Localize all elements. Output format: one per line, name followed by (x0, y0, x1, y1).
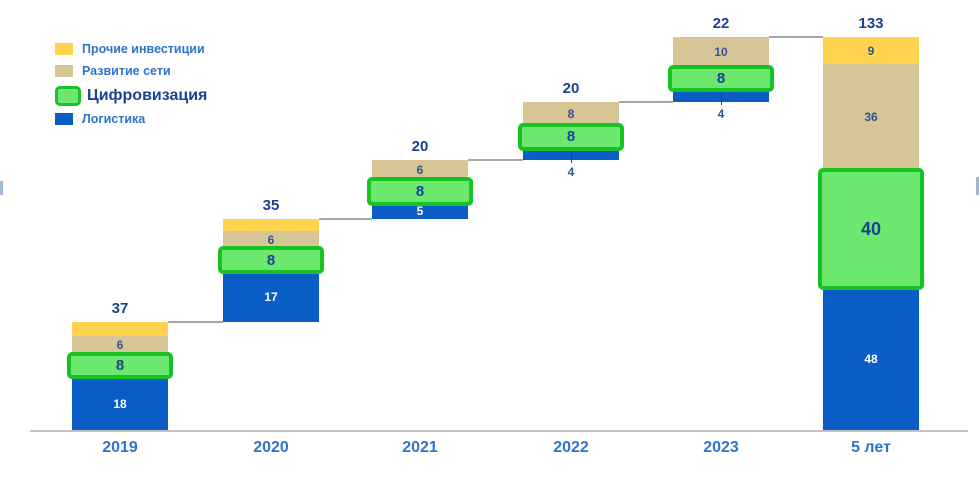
legend-item-0: Прочие инвестиции (55, 42, 207, 56)
segment-Логистика: 17 (223, 271, 319, 322)
segment-Цифровизация: 8 (367, 176, 473, 206)
segment-Развитие сети: 8 (523, 101, 619, 126)
legend-item-label: Развитие сети (82, 64, 171, 78)
bar-total-label: 37 (111, 299, 129, 317)
segment-value-label: 40 (860, 218, 882, 239)
segment-Логистика: 18 (72, 377, 168, 430)
segment-value-label: 48 (864, 352, 878, 367)
waterfall-connector (769, 36, 823, 39)
x-axis-category-label: 2020 (253, 439, 289, 456)
segment-value-label: 8 (115, 357, 125, 375)
segment-Логистика: 5 (372, 203, 468, 220)
segment-value-label: 8 (567, 106, 575, 121)
waterfall-connector (319, 218, 372, 221)
x-axis-category-label: 2022 (553, 439, 589, 456)
bar-total-label: 133 (858, 15, 884, 33)
segment-Цифровизация: 8 (668, 64, 774, 93)
segment-Цифровизация: 8 (67, 351, 173, 380)
segment-value-label: 8 (266, 251, 276, 269)
right-edge-artifact (976, 177, 979, 195)
legend-swatch-icon (55, 65, 73, 77)
segment-value-label: 6 (116, 338, 124, 353)
waterfall-connector (168, 320, 223, 323)
legend-item-label: Цифровизация (87, 87, 208, 104)
segment-value-label: 4 (717, 106, 725, 121)
x-axis-category-label: 2023 (703, 439, 739, 456)
bar-total-label: 35 (262, 197, 280, 215)
left-edge-artifact (0, 181, 3, 195)
segment-Развитие сети: 6 (372, 160, 468, 179)
waterfall-connector (468, 159, 523, 162)
x-axis-category-label: 5 лет (851, 439, 891, 456)
legend-item-3: Логистика (55, 112, 207, 126)
legend-swatch-icon (55, 113, 73, 125)
segment-value-label: 8 (716, 69, 726, 87)
segment-Развитие сети: 6 (72, 336, 168, 354)
segment-Цифровизация: 8 (518, 123, 624, 151)
segment-value-label: 6 (267, 232, 275, 247)
x-axis-line (30, 430, 968, 432)
segment-Прочие инвестиции: 9 (823, 37, 919, 64)
segment-Развитие сети: 10 (673, 37, 769, 67)
bar-total-label: 20 (411, 138, 429, 156)
segment-value-label: 10 (714, 45, 728, 60)
legend-swatch-icon (55, 86, 81, 106)
chart-legend: Прочие инвестиции Развитие сети Цифровизац… (55, 42, 207, 134)
segment-Прочие инвестиции (223, 219, 319, 231)
segment-value-label: 6 (416, 162, 424, 177)
x-axis-category-label: 2021 (402, 439, 438, 456)
segment-Цифровизация: 8 (218, 246, 324, 274)
legend-item-1: Развитие сети (55, 64, 207, 78)
segment-value-label: 8 (415, 182, 425, 200)
bar-total-label: 20 (562, 79, 580, 97)
segment-value-label: 17 (264, 289, 278, 304)
waterfall-connector (619, 100, 673, 103)
segment-value-label: 9 (867, 43, 875, 58)
legend-item-label: Прочие инвестиции (82, 42, 205, 56)
legend-item-label: Логистика (82, 112, 146, 126)
segment-value-label: 4 (567, 165, 575, 180)
x-axis-category-label: 2019 (102, 439, 138, 456)
bar-total-label: 22 (712, 15, 730, 33)
leader-tick (571, 151, 572, 164)
legend-swatch-icon (55, 43, 73, 55)
legend-item-2: Цифровизация (55, 86, 207, 106)
segment-value-label: 8 (566, 128, 576, 146)
segment-value-label: 18 (113, 396, 127, 411)
segment-value-label: 36 (864, 110, 878, 125)
segment-Развитие сети: 6 (223, 230, 319, 249)
segment-Прочие инвестиции (72, 321, 168, 337)
leader-tick (721, 92, 722, 105)
segment-Развитие сети: 36 (823, 63, 919, 171)
segment-Цифровизация: 40 (818, 168, 924, 291)
segment-value-label: 5 (416, 204, 424, 219)
segment-Логистика: 48 (823, 288, 919, 430)
